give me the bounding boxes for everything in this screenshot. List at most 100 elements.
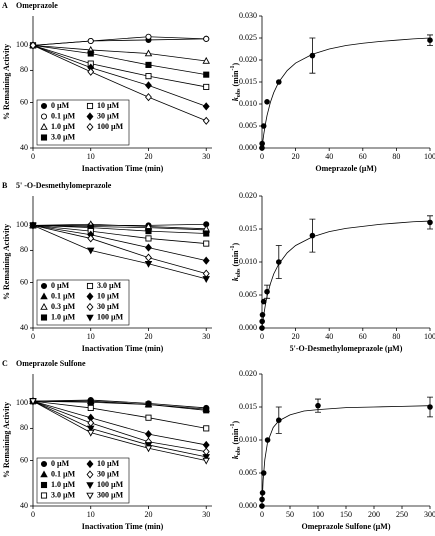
legend-marker	[40, 102, 48, 110]
marker	[202, 256, 210, 265]
legend-marker	[40, 481, 48, 489]
x-tick-label: 60	[359, 152, 367, 161]
x-tick-label: 80	[392, 332, 400, 341]
panel-label: B	[2, 181, 8, 190]
x-tick-label: 0	[260, 510, 264, 519]
marker	[87, 418, 95, 427]
marker	[145, 33, 152, 40]
point	[259, 503, 265, 509]
y-axis-label-part: k	[231, 277, 240, 281]
y-axis-label: % Remaining Activity	[2, 44, 11, 120]
marker	[202, 102, 210, 111]
marker	[145, 243, 152, 252]
legend-marker	[86, 292, 94, 301]
legend-label: 3.0 µM	[97, 281, 122, 290]
y-axis-label: kobs (min-1)	[230, 63, 242, 102]
y-axis-label-part: -1	[230, 424, 236, 429]
y-axis-label-part: )	[231, 421, 240, 424]
marker	[202, 440, 210, 450]
x-tick-label: 100	[424, 332, 435, 341]
legend-label: 0.3 µM	[51, 302, 76, 311]
y-tick-label: 0.000	[239, 501, 257, 510]
y-tick-label: 0.020	[239, 55, 257, 64]
legend-label: 30 µM	[97, 302, 120, 311]
point	[427, 37, 433, 43]
point	[276, 417, 282, 424]
legend-marker	[40, 282, 48, 290]
point	[259, 140, 265, 147]
panel-title: 5' -O-Desmethylomeprazole	[16, 181, 112, 190]
legend-label: 30 µM	[97, 469, 120, 478]
legend-marker	[40, 122, 48, 130]
x-tick-label: 40	[325, 332, 333, 341]
legend-label: 100 µM	[97, 480, 124, 489]
legend-label: 30 µM	[97, 111, 120, 120]
x-tick-label: 20	[144, 332, 152, 341]
x-tick-label: 100	[312, 510, 324, 519]
panel-title: Omeprazole	[16, 1, 58, 10]
x-tick-label: 10	[87, 332, 95, 341]
series-line	[32, 399, 207, 409]
point	[259, 496, 265, 503]
legend-label: 3.0 µM	[51, 132, 76, 141]
y-tick-label: 80	[20, 245, 28, 254]
legend-marker	[40, 492, 48, 499]
y-tick-label: 0.015	[239, 224, 257, 233]
marker	[145, 61, 152, 68]
y-tick-label: 80	[20, 65, 28, 74]
x-axis-label: Omeprazole Sulfone (µM)	[301, 522, 390, 531]
panel-title: Omeprazole Sulfone	[16, 359, 86, 368]
series-line	[32, 400, 207, 453]
y-tick-label: 0.000	[239, 323, 257, 332]
fit-curve	[261, 405, 431, 507]
y-tick-label: 0.005	[239, 290, 257, 299]
y-tick-label: 0.010	[239, 257, 257, 266]
legend-label: 0.1 µM	[51, 291, 76, 300]
y-axis-label-part: k	[231, 97, 240, 101]
y-tick-label: 100	[16, 40, 28, 49]
point	[315, 402, 321, 409]
y-tick-label: 40	[20, 323, 28, 332]
y-axis-label-part: obs	[236, 446, 242, 455]
series-line	[32, 224, 207, 234]
x-tick-label: 150	[340, 510, 352, 519]
x-tick-label: 50	[286, 510, 294, 519]
marker	[202, 454, 210, 461]
marker	[87, 50, 94, 57]
y-tick-label: 0.020	[239, 191, 257, 200]
marker	[202, 116, 210, 125]
marker	[145, 401, 152, 408]
y-tick-label: 0.000	[239, 143, 257, 152]
legend-marker	[86, 459, 94, 469]
legend-marker	[40, 314, 48, 321]
series-line	[32, 36, 207, 46]
x-tick-label: 40	[325, 152, 333, 161]
point	[259, 490, 266, 496]
legend-label: 1.0 µM	[51, 312, 76, 321]
y-axis-label-part: (min	[231, 250, 240, 269]
series-line	[32, 45, 207, 107]
y-axis-label: % Remaining Activity	[2, 224, 11, 300]
point	[260, 298, 267, 305]
marker	[203, 425, 210, 432]
series-line	[32, 44, 207, 62]
marker	[29, 222, 37, 230]
legend-marker	[40, 292, 48, 300]
marker	[145, 93, 152, 102]
y-tick-label: 0.010	[239, 99, 257, 108]
marker	[145, 414, 152, 421]
legend-marker	[86, 314, 94, 322]
y-axis-label-part: (min	[231, 428, 240, 447]
point	[259, 325, 265, 331]
y-tick-label: 40	[20, 501, 28, 510]
legend-box	[36, 99, 130, 146]
point	[276, 259, 282, 265]
legend-marker	[86, 122, 94, 132]
y-tick-label: 0.025	[239, 33, 257, 42]
x-tick-label: 10	[87, 510, 95, 519]
series-line	[32, 224, 207, 244]
x-tick-label: 100	[424, 152, 435, 161]
legend-marker	[40, 134, 48, 141]
marker	[144, 445, 153, 453]
